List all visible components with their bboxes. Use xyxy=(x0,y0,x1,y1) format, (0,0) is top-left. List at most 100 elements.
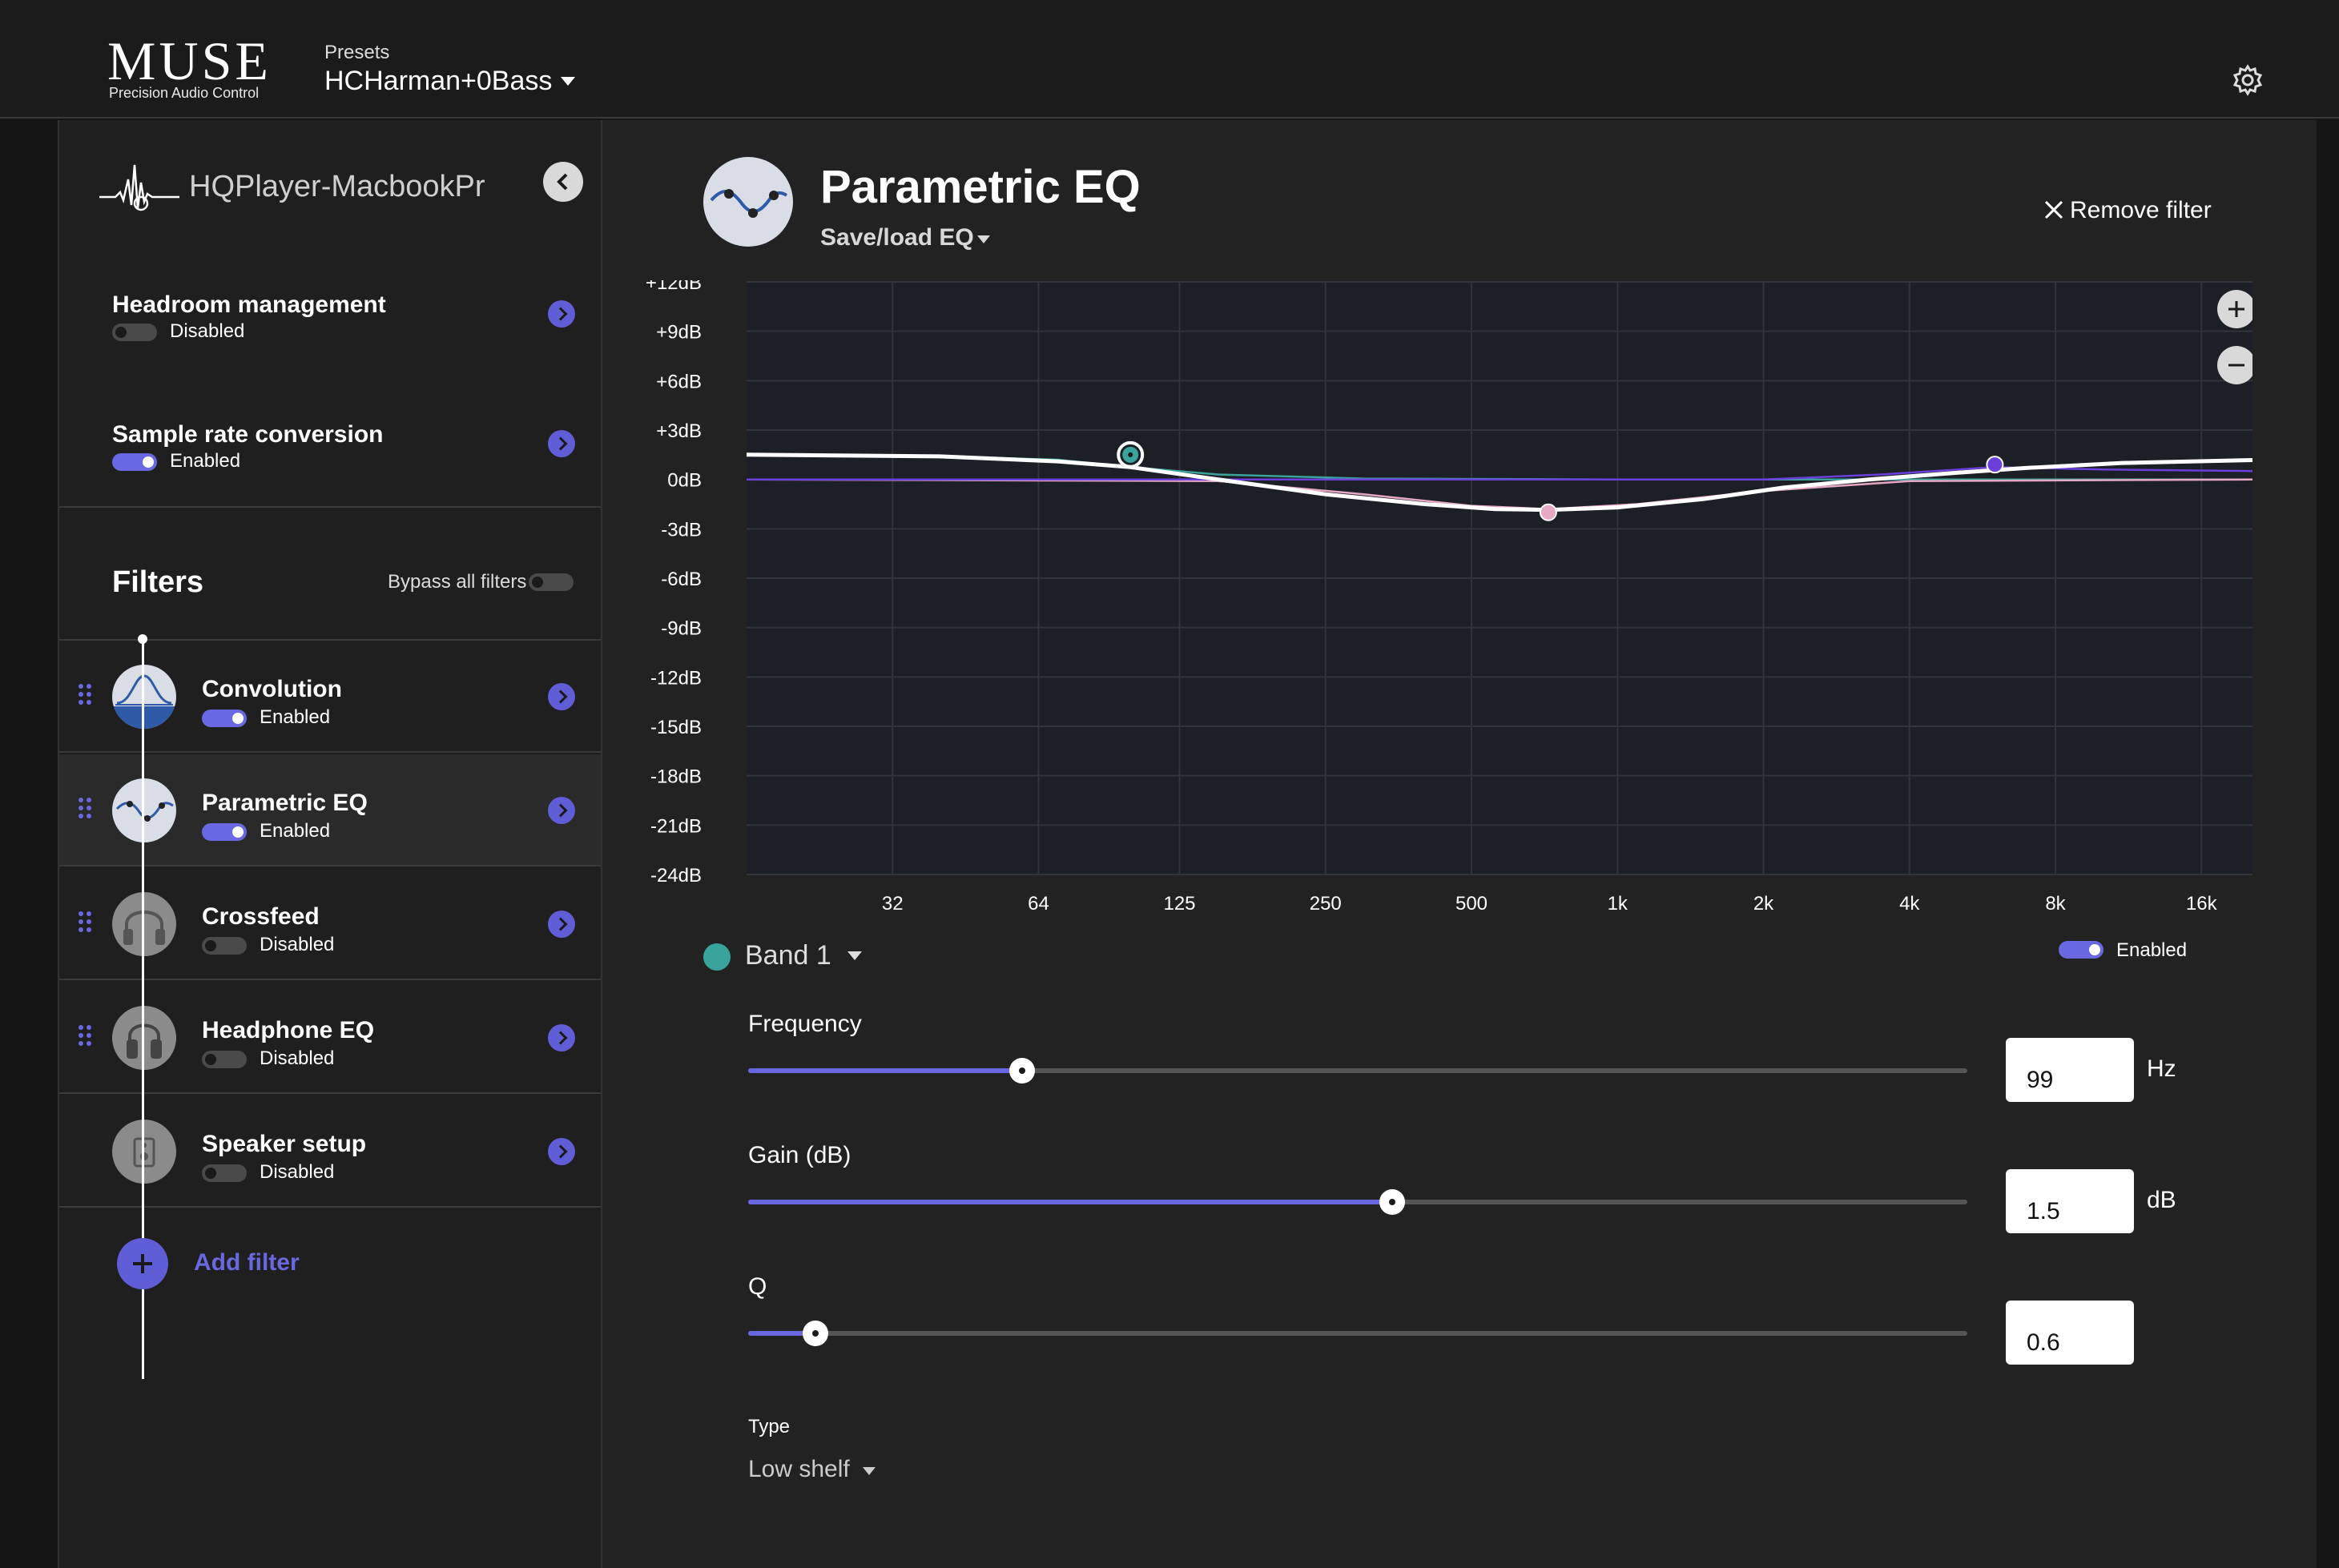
parametric-eq-icon xyxy=(703,157,793,247)
add-filter-link[interactable]: Add filter xyxy=(194,1249,300,1276)
filter-name: Convolution xyxy=(202,676,342,702)
filter-status: Disabled xyxy=(260,1161,335,1183)
save-load-eq-dropdown[interactable]: Save/load EQ xyxy=(820,224,974,251)
eq-chart[interactable]: +12dB +9dB +6dB +3dB 0dB -3dB -6dB -9dB -12dB -15… xyxy=(618,280,2252,1049)
filter-toggle[interactable] xyxy=(202,710,247,727)
filter-open-button[interactable] xyxy=(548,1138,575,1165)
x-tick-label: 250 xyxy=(1310,893,1342,915)
filter-chain-start-dot xyxy=(138,634,147,644)
device-logo-icon xyxy=(99,164,179,211)
frequency-input[interactable] xyxy=(2006,1038,2134,1102)
y-tick-label: -21dB xyxy=(650,815,702,837)
x-tick-label: 16k xyxy=(2186,893,2218,915)
close-icon[interactable] xyxy=(2043,199,2065,221)
x-tick-label: 4k xyxy=(1899,893,1920,915)
band-selector[interactable]: Band 1 xyxy=(745,940,831,971)
band-enabled-label: Enabled xyxy=(2116,939,2188,961)
filter-open-button[interactable] xyxy=(548,911,575,938)
headroom-open-button[interactable] xyxy=(548,300,575,328)
band-handle[interactable] xyxy=(1986,456,2004,474)
frequency-label: Frequency xyxy=(748,1011,862,1037)
gear-icon[interactable] xyxy=(2232,64,2264,96)
filter-row-parametric-eq[interactable]: Parametric EQ Enabled xyxy=(59,754,601,866)
frequency-unit: Hz xyxy=(2147,1055,2176,1082)
drag-handle-icon[interactable] xyxy=(79,911,93,934)
filter-name: Crossfeed xyxy=(202,903,320,930)
filter-status: Enabled xyxy=(260,820,331,842)
sample-rate-toggle[interactable] xyxy=(112,453,157,471)
sample-rate-open-button[interactable] xyxy=(548,430,575,457)
band-curve xyxy=(747,466,2252,480)
collapse-sidebar-button[interactable] xyxy=(543,162,583,202)
filter-type-dropdown[interactable]: Low shelf xyxy=(748,1456,850,1482)
filter-open-button[interactable] xyxy=(548,797,575,824)
preset-dropdown[interactable]: HCHarman+0Bass xyxy=(324,66,553,96)
gain-slider[interactable] xyxy=(748,1189,1967,1215)
filter-row-speaker-setup[interactable]: Speaker setup Disabled xyxy=(59,1096,601,1208)
filter-toggle[interactable] xyxy=(202,937,247,955)
filter-open-button[interactable] xyxy=(548,1024,575,1051)
drag-handle-icon[interactable] xyxy=(79,684,93,706)
gain-input[interactable] xyxy=(2006,1169,2134,1233)
filter-toggle[interactable] xyxy=(202,1164,247,1182)
slider-fill xyxy=(748,1068,1023,1073)
filter-name: Parametric EQ xyxy=(202,790,368,816)
filter-open-button[interactable] xyxy=(548,683,575,710)
band-handle[interactable] xyxy=(1539,503,1557,521)
x-tick-label: 1k xyxy=(1608,893,1628,915)
drag-handle-icon[interactable] xyxy=(79,1025,93,1047)
y-tick-label: -6dB xyxy=(661,569,702,590)
x-tick-label: 125 xyxy=(1163,893,1195,915)
filter-row-convolution[interactable]: Convolution Enabled xyxy=(59,641,601,753)
parametric-eq-icon xyxy=(112,778,176,842)
x-tick-label: 8k xyxy=(2045,893,2066,915)
bypass-all-label: Bypass all filters xyxy=(388,571,527,593)
filter-toggle[interactable] xyxy=(202,1051,247,1068)
filters-title: Filters xyxy=(112,565,204,599)
filter-name: Headphone EQ xyxy=(202,1017,375,1043)
convolution-icon xyxy=(112,665,176,729)
y-tick-label: -3dB xyxy=(661,519,702,541)
y-tick-label: -9dB xyxy=(661,618,702,640)
slider-thumb[interactable] xyxy=(1379,1189,1405,1215)
divider xyxy=(59,506,601,508)
frequency-slider[interactable] xyxy=(748,1058,1967,1084)
chevron-down-icon[interactable] xyxy=(847,951,862,960)
slider-thumb[interactable] xyxy=(802,1321,828,1346)
divider xyxy=(59,639,601,641)
drag-handle-icon[interactable] xyxy=(79,798,93,820)
bypass-all-toggle[interactable] xyxy=(529,573,574,591)
device-name: HQPlayer-MacbookPr xyxy=(189,170,485,203)
x-tick-label: 500 xyxy=(1455,893,1488,915)
app-logo: MUSE xyxy=(107,30,272,91)
y-tick-label: +9dB xyxy=(656,322,702,344)
band-handle-center xyxy=(1128,452,1133,457)
filter-row-crossfeed[interactable]: Crossfeed Disabled xyxy=(59,868,601,980)
band-handle-ring[interactable] xyxy=(1117,440,1145,468)
sidebar: HQPlayer-MacbookPr Headroom management D… xyxy=(58,120,602,1568)
plus-icon xyxy=(2228,301,2244,317)
slider-thumb[interactable] xyxy=(1009,1058,1036,1084)
slider-fill xyxy=(748,1200,1392,1204)
chevron-down-icon[interactable] xyxy=(977,235,990,243)
page-title: Parametric EQ xyxy=(820,161,1141,213)
x-tick-label: 2k xyxy=(1753,893,1774,915)
q-input[interactable] xyxy=(2006,1301,2134,1365)
q-slider[interactable] xyxy=(748,1321,1967,1346)
chevron-down-icon[interactable] xyxy=(561,77,575,86)
band-color-dot xyxy=(703,943,731,971)
filter-chain-line xyxy=(142,639,144,1379)
add-filter-button[interactable] xyxy=(117,1238,168,1289)
y-tick-label: +6dB xyxy=(656,371,702,392)
x-tick-label: 32 xyxy=(882,893,904,915)
filter-status: Enabled xyxy=(260,706,331,728)
app-logo-subtitle: Precision Audio Control xyxy=(109,85,260,101)
y-tick-label: 0dB xyxy=(667,470,702,492)
y-tick-label: -24dB xyxy=(650,865,702,887)
remove-filter-button[interactable]: Remove filter xyxy=(2070,197,2212,223)
band-enabled-toggle[interactable] xyxy=(2059,941,2103,959)
chevron-down-icon[interactable] xyxy=(863,1467,876,1475)
headroom-toggle[interactable] xyxy=(112,324,157,341)
filter-row-headphone-eq[interactable]: Headphone EQ Disabled xyxy=(59,982,601,1094)
filter-toggle[interactable] xyxy=(202,823,247,841)
